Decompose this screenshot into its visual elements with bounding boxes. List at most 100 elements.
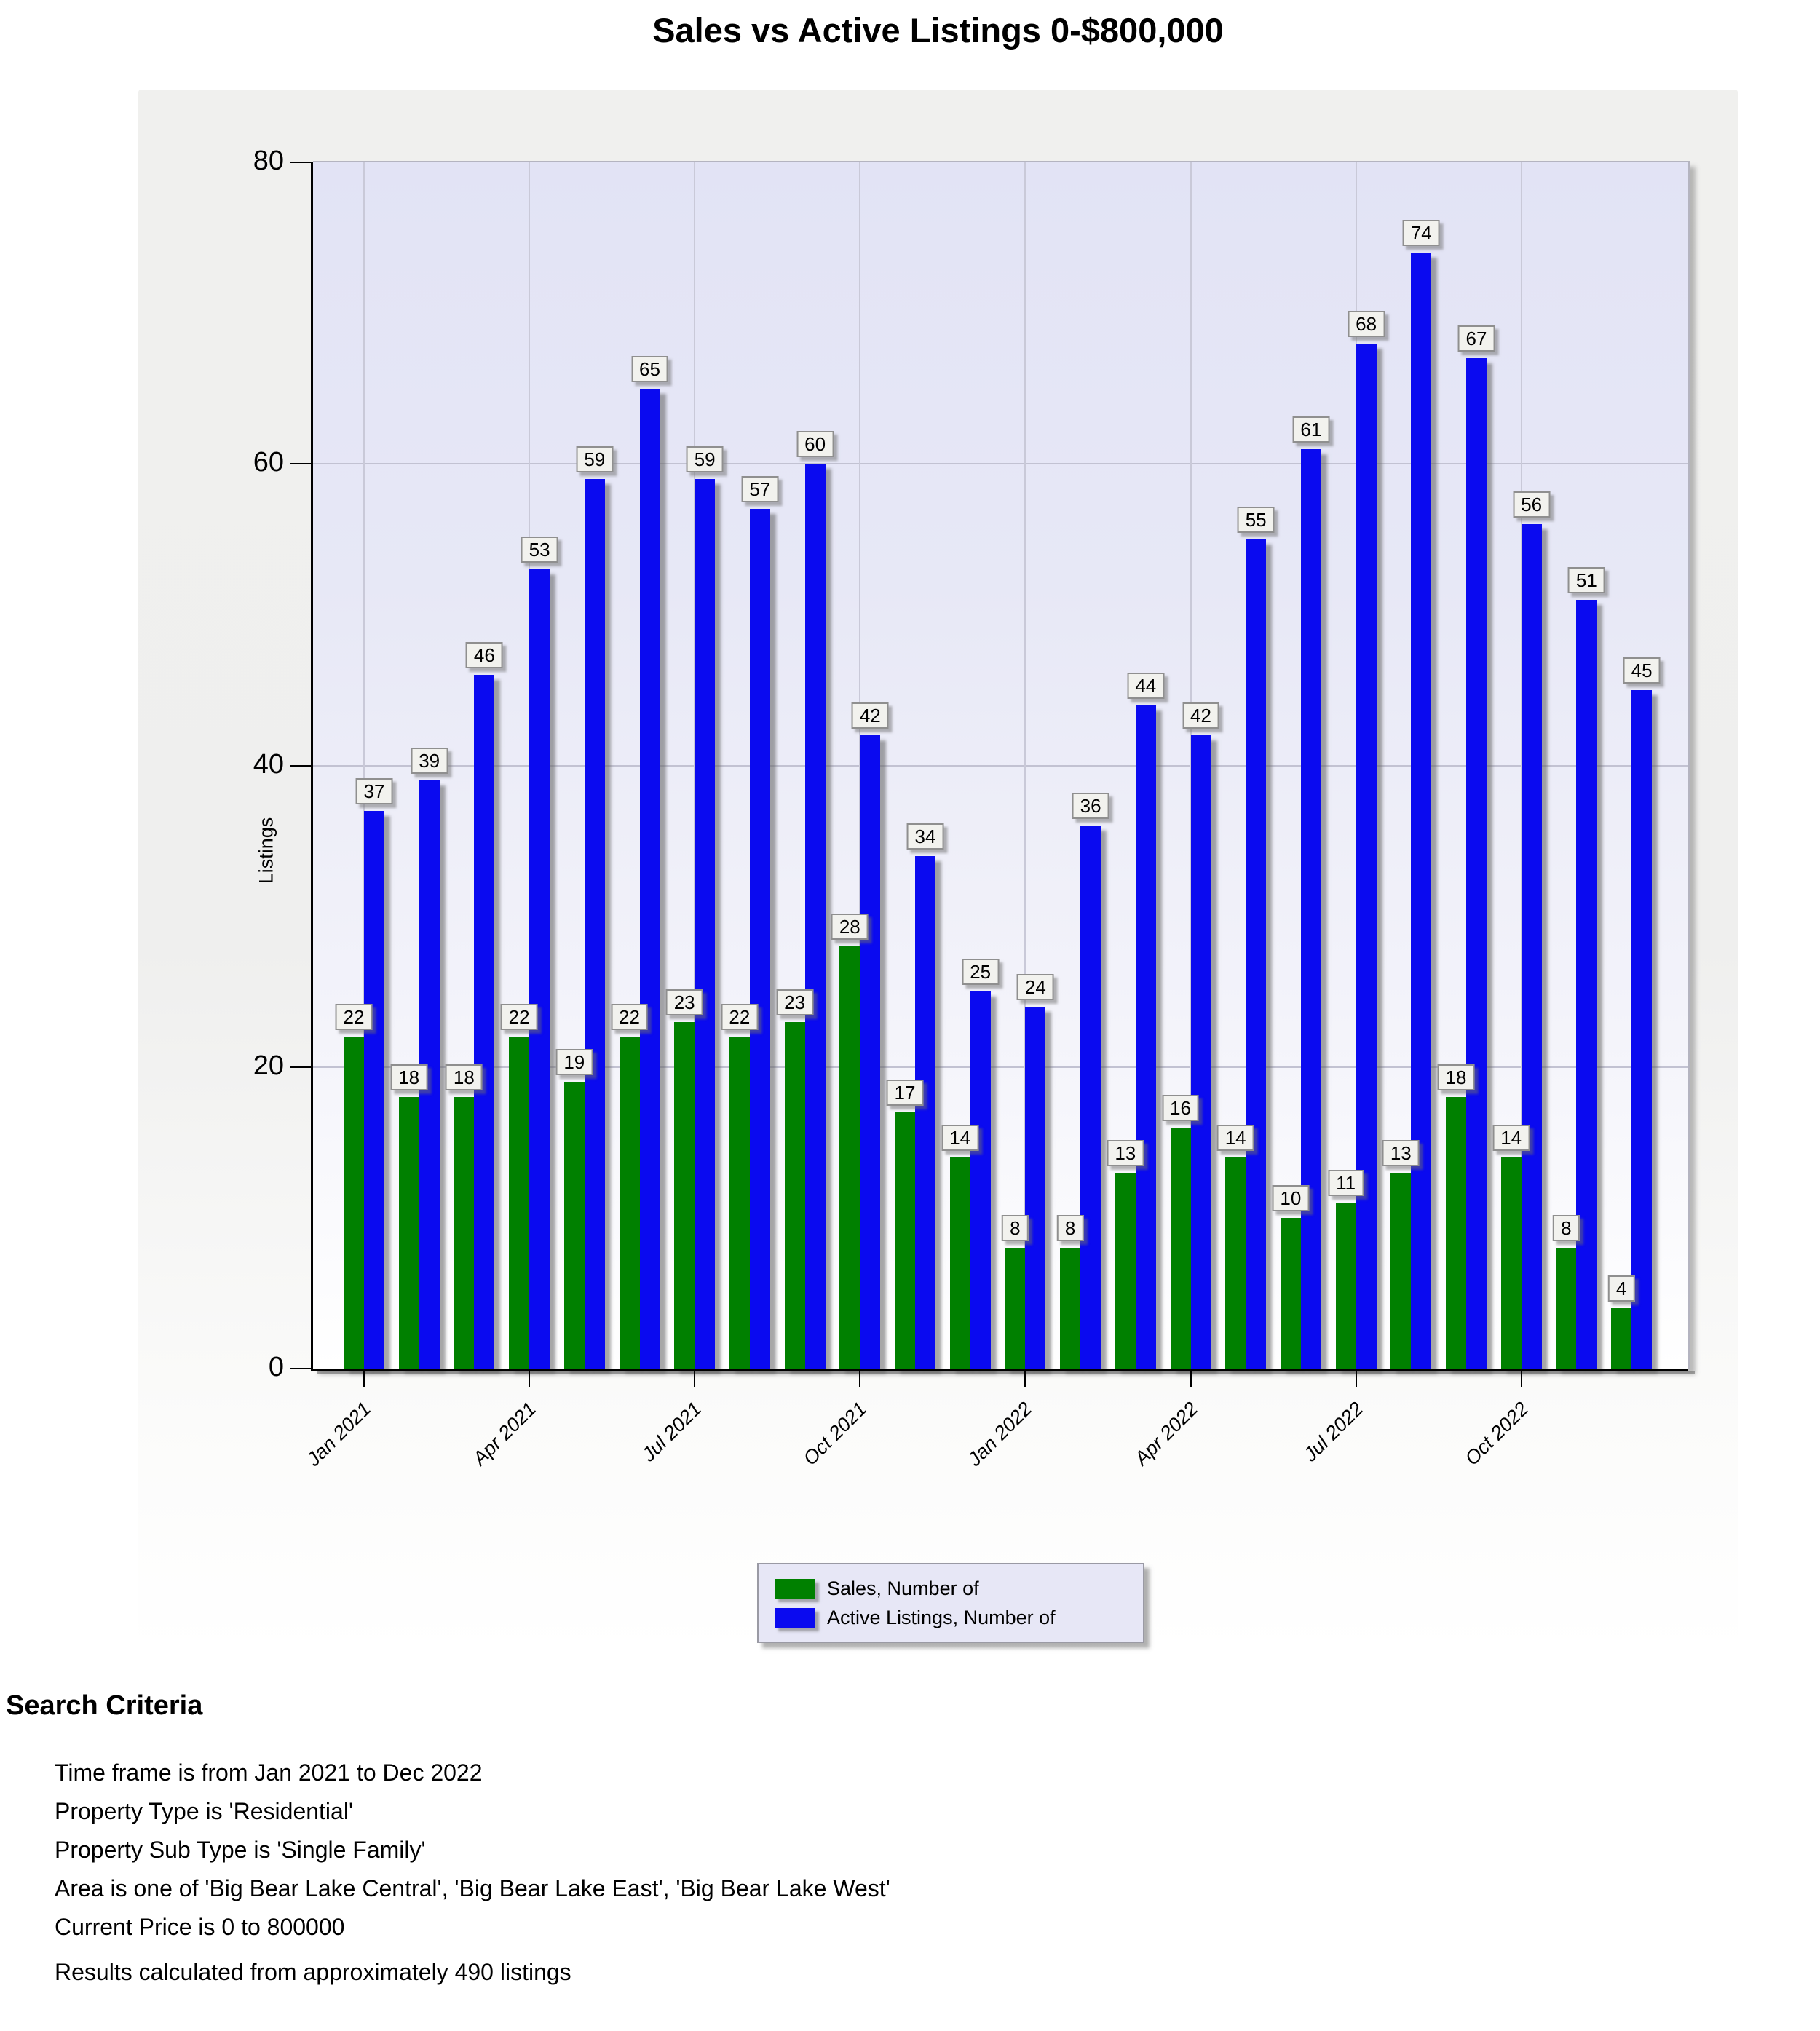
x-tick (1355, 1371, 1357, 1387)
y-tick (290, 463, 311, 465)
bar-sales (784, 1022, 805, 1369)
bar-value-label-sales: 22 (335, 1004, 373, 1030)
bar-sales (1280, 1218, 1301, 1369)
chart-title: Sales vs Active Listings 0-$800,000 (652, 11, 1224, 50)
bar-value-label-sales: 14 (941, 1125, 979, 1151)
bar-value-label-active-listings: 59 (686, 446, 724, 472)
bar-sales (1611, 1308, 1632, 1369)
bar-active-listings (1025, 1007, 1046, 1369)
bar-value-label-active-listings: 61 (1292, 416, 1330, 443)
bar-sales (1005, 1248, 1026, 1369)
bar-value-label-active-listings: 67 (1457, 325, 1495, 352)
bar-value-label-sales: 14 (1492, 1125, 1530, 1151)
bar-value-label-sales: 11 (1328, 1170, 1364, 1196)
bar-value-label-active-listings: 44 (1127, 673, 1165, 699)
bar-active-listings (749, 509, 770, 1369)
bar-value-label-active-listings: 56 (1513, 491, 1551, 518)
bar-value-label-active-listings: 36 (1072, 793, 1109, 819)
bar-value-label-active-listings: 74 (1402, 220, 1440, 246)
bar-value-label-sales: 14 (1216, 1125, 1254, 1151)
bar-value-label-active-listings: 65 (631, 356, 668, 382)
gridline-vertical (363, 162, 365, 1369)
search-criteria-section: Search Criteria Time frame is from Jan 2… (6, 1690, 890, 1986)
y-tick-label: 80 (253, 146, 284, 176)
bar-active-listings (1466, 358, 1487, 1369)
bar-value-label-sales: 4 (1607, 1275, 1635, 1302)
x-axis-line (311, 1369, 1688, 1371)
criteria-line-property-type: Property Type is 'Residential' (55, 1798, 354, 1824)
bar-value-label-active-listings: 39 (411, 748, 448, 774)
bar-sales (1500, 1157, 1522, 1369)
gridline-vertical (1024, 162, 1026, 1369)
bar-sales (1446, 1097, 1466, 1369)
bar-value-label-active-listings: 55 (1237, 507, 1275, 533)
bar-active-listings (364, 811, 384, 1369)
bar-active-listings (915, 856, 935, 1369)
bar-active-listings (1631, 690, 1653, 1369)
bar-sales (1060, 1248, 1081, 1369)
bar-active-listings (1246, 539, 1267, 1369)
bar-sales (839, 946, 860, 1369)
bar-value-label-active-listings: 25 (962, 959, 1000, 985)
bar-value-label-sales: 8 (1002, 1215, 1029, 1241)
bar-active-listings (1300, 449, 1321, 1369)
bar-active-listings (804, 464, 826, 1369)
criteria-line-area: Area is one of 'Big Bear Lake Central', … (55, 1875, 890, 1901)
sales-swatch-icon (775, 1578, 815, 1599)
bar-value-label-sales: 19 (555, 1049, 593, 1075)
x-tick (1190, 1371, 1192, 1387)
bar-value-label-sales: 18 (1437, 1064, 1475, 1090)
legend-label-sales: Sales, Number of (827, 1577, 979, 1599)
bar-value-label-active-listings: 53 (521, 537, 558, 563)
bar-value-label-active-listings: 46 (465, 642, 503, 668)
bar-value-label-active-listings: 42 (1182, 702, 1219, 729)
bar-sales (563, 1082, 585, 1369)
y-tick-label: 60 (253, 447, 284, 478)
gridline-horizontal (313, 1066, 1688, 1068)
bar-value-label-sales: 22 (721, 1004, 759, 1030)
bar-sales (1390, 1173, 1412, 1369)
bar-value-label-active-listings: 60 (796, 431, 834, 457)
bar-active-listings (474, 675, 495, 1369)
x-tick (1520, 1371, 1522, 1387)
y-tick (290, 1066, 311, 1068)
legend-row-sales: Sales, Number of (775, 1574, 1136, 1603)
gridline-horizontal (313, 463, 1688, 465)
search-criteria-lines: Time frame is from Jan 2021 to Dec 2022 … (55, 1754, 890, 1947)
y-tick (290, 1368, 311, 1369)
bar-sales (1335, 1203, 1356, 1369)
bar-value-label-sales: 18 (390, 1064, 428, 1090)
bar-sales (1170, 1128, 1191, 1369)
y-tick-label: 0 (268, 1352, 284, 1382)
bar-value-label-active-listings: 45 (1623, 657, 1661, 684)
x-tick (363, 1371, 365, 1387)
bar-sales (509, 1037, 530, 1369)
bar-value-label-active-listings: 68 (1348, 311, 1385, 337)
bar-sales (1556, 1248, 1577, 1369)
bar-value-label-sales: 22 (611, 1004, 648, 1030)
bar-active-listings (695, 479, 716, 1369)
bar-sales (1225, 1157, 1246, 1369)
bar-active-listings (529, 569, 550, 1369)
bar-active-listings (1135, 705, 1156, 1369)
bar-active-listings (1356, 344, 1377, 1369)
legend-row-active-listings: Active Listings, Number of (775, 1603, 1136, 1632)
plot-area: 0 20 40 60 80 Jan 2021 Apr 2021 Jul 2021 Oct 202… (253, 146, 1695, 1470)
criteria-results-line: Results calculated from approximately 49… (55, 1959, 571, 1985)
bar-active-listings (1576, 600, 1597, 1369)
bar-sales (674, 1022, 695, 1369)
bar-value-label-active-listings: 51 (1567, 567, 1605, 593)
bar-sales (398, 1097, 419, 1369)
x-tick (1024, 1371, 1026, 1387)
bar-active-listings (1411, 253, 1432, 1369)
bar-value-label-sales: 10 (1272, 1185, 1310, 1211)
criteria-line-timeframe: Time frame is from Jan 2021 to Dec 2022 (55, 1759, 483, 1786)
criteria-line-property-sub-type: Property Sub Type is 'Single Family' (55, 1837, 426, 1863)
bar-sales (729, 1037, 750, 1369)
y-tick (290, 162, 311, 163)
bar-value-label-sales: 8 (1553, 1215, 1580, 1241)
x-tick (694, 1371, 696, 1387)
y-tick-label: 40 (253, 748, 284, 780)
legend-label-active-listings: Active Listings, Number of (827, 1606, 1056, 1628)
